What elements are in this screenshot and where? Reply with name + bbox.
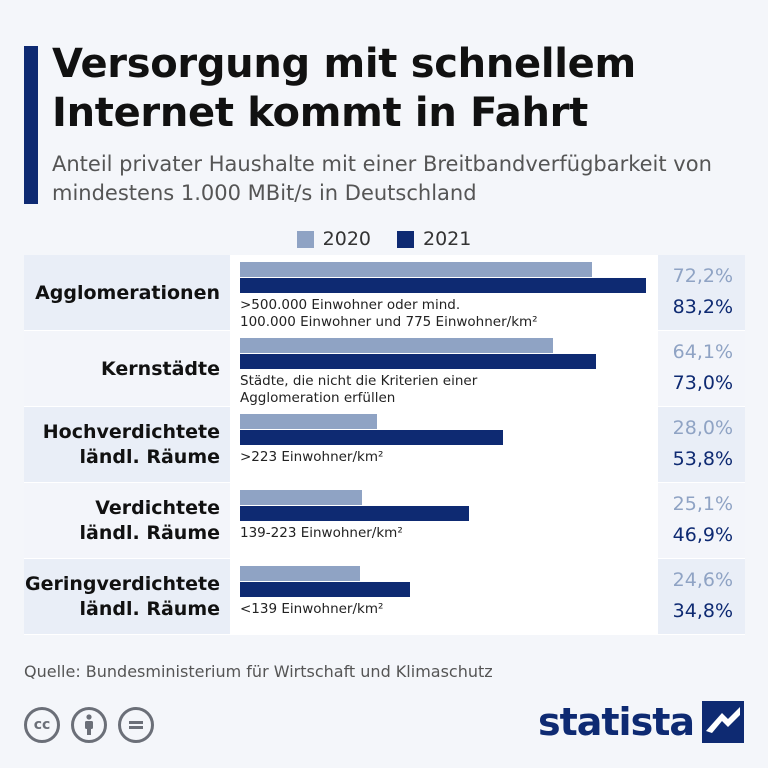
bar-2021: [240, 430, 503, 445]
legend-swatch-2020: [296, 230, 314, 248]
plot-area: 139-223 Einwohner/km²: [230, 483, 658, 559]
data-label-2020: 72,2%: [672, 265, 733, 287]
category-note-line: <139 Einwohner/km²: [240, 601, 384, 617]
chart-row: Kernstädte Städte, die nicht die Kriterie…: [24, 331, 745, 407]
chart-subtitle: Anteil privater Haushalte mit einer Brei…: [52, 152, 712, 205]
bar-2021: [240, 354, 596, 369]
data-label-2021: 73,0%: [672, 372, 733, 394]
category-label: Hochverdichtete ländl. Räume: [24, 407, 220, 483]
category-label-line: Kernstädte: [101, 357, 220, 380]
category-note: >500.000 Einwohner oder mind. 100.000 Ein…: [240, 297, 655, 331]
value-labels: 24,6% 34,8%: [658, 559, 745, 635]
license-icons: cc: [24, 707, 154, 743]
category-label-line: Hochverdichtete: [42, 421, 220, 443]
category-label-line: Agglomerationen: [35, 281, 220, 304]
category-label: Kernstädte: [24, 331, 220, 407]
no-derivatives-icon[interactable]: [118, 707, 154, 743]
brand-wordmark: statista: [537, 700, 695, 744]
data-label-2020: 28,0%: [672, 417, 733, 439]
value-labels: 28,0% 53,8%: [658, 407, 745, 483]
data-label-2021: 53,8%: [672, 448, 733, 470]
source-note: Quelle: Bundesministerium für Wirtschaft…: [24, 662, 493, 681]
chart-row: Geringverdichtete ländl. Räume <139 Einwoh…: [24, 559, 745, 635]
category-note-line: 139-223 Einwohner/km²: [240, 525, 403, 541]
legend-label-2021: 2021: [423, 228, 472, 250]
attribution-icon[interactable]: [71, 707, 107, 743]
category-note: >223 Einwohner/km²: [240, 449, 655, 466]
bar-2021: [240, 278, 646, 293]
legend-label-2020: 2020: [322, 228, 371, 250]
category-label-line: ländl. Räume: [79, 598, 220, 620]
category-note-line: Städte, die nicht die Kriterien einer: [240, 373, 478, 389]
category-note: 139-223 Einwohner/km²: [240, 525, 655, 542]
chart-row: Hochverdichtete ländl. Räume >223 Einwohne…: [24, 407, 745, 483]
plot-area: <139 Einwohner/km²: [230, 559, 658, 635]
value-labels: 25,1% 46,9%: [658, 483, 745, 559]
data-label-2021: 34,8%: [672, 600, 733, 622]
bar-2020: [240, 338, 553, 353]
legend: 2020 2021: [0, 228, 768, 250]
value-labels: 72,2% 83,2%: [658, 255, 745, 331]
bar-2020: [240, 490, 362, 505]
category-label-line: Verdichtete: [95, 497, 220, 519]
legend-item-2020: 2020: [296, 228, 371, 250]
bar-2020: [240, 414, 377, 429]
legend-swatch-2021: [397, 230, 414, 248]
category-label-line: Geringverdichtete: [25, 573, 220, 595]
category-note-line: Agglomeration erfüllen: [240, 390, 396, 406]
brand: statista: [538, 700, 744, 744]
category-note-line: >223 Einwohner/km²: [240, 449, 384, 465]
data-label-2020: 64,1%: [672, 341, 733, 363]
category-label-line: ländl. Räume: [79, 446, 220, 468]
bar-2020: [240, 566, 360, 581]
category-label: Geringverdichtete ländl. Räume: [24, 559, 220, 635]
category-label-line: ländl. Räume: [79, 522, 220, 544]
data-label-2020: 25,1%: [672, 493, 733, 515]
chart-row: Verdichtete ländl. Räume 139-223 Einwohner…: [24, 483, 745, 559]
chart-row: Agglomerationen >500.000 Einwohner oder m…: [24, 255, 745, 331]
bar-2021: [240, 582, 410, 597]
category-note: Städte, die nicht die Kriterien einer Agg…: [240, 373, 655, 407]
data-label-2021: 83,2%: [672, 296, 733, 318]
bar-2020: [240, 262, 592, 277]
plot-area: >500.000 Einwohner oder mind. 100.000 Ein…: [230, 255, 658, 331]
value-labels: 64,1% 73,0%: [658, 331, 745, 407]
legend-item-2021: 2021: [397, 228, 471, 250]
statista-logo-icon: [702, 701, 744, 743]
category-label: Agglomerationen: [24, 255, 220, 331]
plot-area: Städte, die nicht die Kriterien einer Agg…: [230, 331, 658, 407]
data-label-2021: 46,9%: [672, 524, 733, 546]
plot-area: >223 Einwohner/km²: [230, 407, 658, 483]
category-label: Verdichtete ländl. Räume: [24, 483, 220, 559]
chart-title: Versorgung mit schnellem Internet kommt …: [52, 41, 636, 136]
category-note-line: >500.000 Einwohner oder mind.: [240, 297, 461, 313]
category-note-line: 100.000 Einwohner und 775 Einwohner/km²: [240, 314, 538, 330]
cc-icon[interactable]: cc: [24, 707, 60, 743]
title-accent-bar: [24, 46, 38, 204]
category-note: <139 Einwohner/km²: [240, 601, 655, 618]
data-label-2020: 24,6%: [672, 569, 733, 591]
bar-chart: Agglomerationen >500.000 Einwohner oder m…: [24, 255, 745, 635]
bar-2021: [240, 506, 469, 521]
